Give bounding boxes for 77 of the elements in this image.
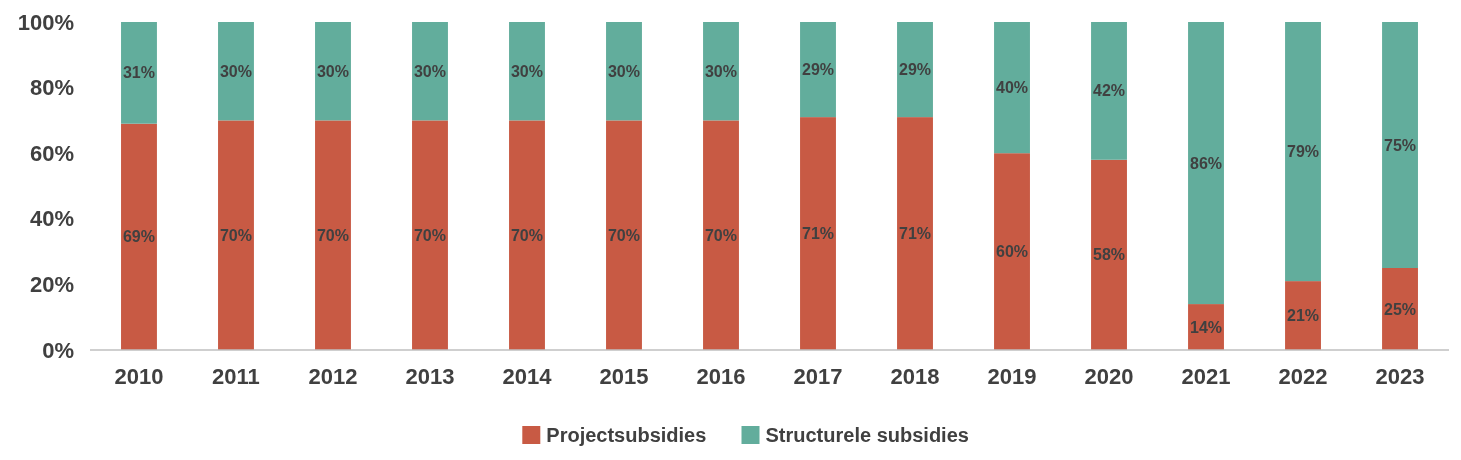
x-tick-label: 2012 <box>308 364 358 389</box>
x-tick-label: 2014 <box>502 364 553 389</box>
y-tick-label: 100% <box>17 9 74 35</box>
bar <box>606 22 642 121</box>
data-label: 40% <box>995 79 1029 97</box>
data-label: 70% <box>219 226 252 244</box>
data-label: 14% <box>1189 318 1223 336</box>
legend-label: Structurele subsidies <box>765 424 969 446</box>
x-tick-label: 2018 <box>890 364 940 389</box>
data-label: 70% <box>413 226 447 244</box>
data-label: 86% <box>1189 154 1223 172</box>
bar <box>1091 22 1127 160</box>
x-tick-label: 2013 <box>405 364 455 389</box>
bar <box>606 120 642 350</box>
bar <box>218 22 254 121</box>
x-tick-label: 2020 <box>1084 364 1134 389</box>
data-label: 75% <box>1384 136 1417 154</box>
x-tick-label: 2011 <box>212 364 260 389</box>
y-tick-label: 60% <box>29 140 74 166</box>
x-tick-label: 2022 <box>1278 364 1328 389</box>
data-label: 70% <box>510 226 544 244</box>
data-label: 30% <box>704 62 738 80</box>
data-label: 30% <box>413 62 447 80</box>
data-label: 71% <box>898 225 932 243</box>
data-label: 71% <box>801 225 835 243</box>
data-label: 25% <box>1384 300 1417 318</box>
bar <box>703 22 739 121</box>
data-label: 30% <box>316 62 350 80</box>
x-tick-label: 2015 <box>599 364 649 389</box>
bar <box>509 120 545 350</box>
bar <box>121 123 157 350</box>
x-tick-label: 2017 <box>793 364 843 389</box>
bar <box>412 22 448 121</box>
x-tick-label: 2016 <box>696 364 746 389</box>
bar <box>994 153 1030 350</box>
x-tick-label: 2019 <box>987 364 1037 389</box>
data-label: 69% <box>122 228 155 246</box>
bar <box>994 22 1030 154</box>
data-label: 70% <box>607 226 641 244</box>
x-tick-label: 2010 <box>114 364 164 389</box>
bar <box>218 120 254 350</box>
data-label: 30% <box>510 62 544 80</box>
data-label: 30% <box>219 62 252 80</box>
data-label: 21% <box>1287 307 1320 325</box>
data-label: 79% <box>1287 143 1320 161</box>
data-label: 58% <box>1092 246 1126 264</box>
data-label: 30% <box>607 62 641 80</box>
bar <box>800 117 836 350</box>
x-tick-label: 2023 <box>1375 364 1425 389</box>
bar <box>121 22 157 124</box>
bar <box>897 117 933 350</box>
bar <box>1285 281 1321 350</box>
y-tick-label: 20% <box>29 271 74 297</box>
y-tick-label: 80% <box>29 75 74 101</box>
legend-label: Projectsubsidies <box>546 424 707 446</box>
bar <box>1188 22 1224 305</box>
data-label: 29% <box>801 61 835 79</box>
bar <box>412 120 448 350</box>
bar <box>315 22 351 121</box>
y-tick-label: 40% <box>29 206 74 232</box>
bar <box>1382 268 1418 350</box>
x-tick-label: 2021 <box>1181 364 1231 389</box>
data-label: 70% <box>316 226 350 244</box>
bar <box>509 22 545 121</box>
data-label: 29% <box>898 61 932 79</box>
bar <box>703 120 739 350</box>
data-label: 42% <box>1092 82 1126 100</box>
bar <box>897 22 933 118</box>
data-label: 70% <box>704 226 738 244</box>
bar <box>315 120 351 350</box>
bar <box>1091 159 1127 350</box>
bar <box>800 22 836 118</box>
bar <box>1285 22 1321 282</box>
data-label: 60% <box>995 243 1029 261</box>
data-label: 31% <box>122 64 155 82</box>
bar <box>1382 22 1418 268</box>
y-tick-label: 0% <box>42 337 74 363</box>
